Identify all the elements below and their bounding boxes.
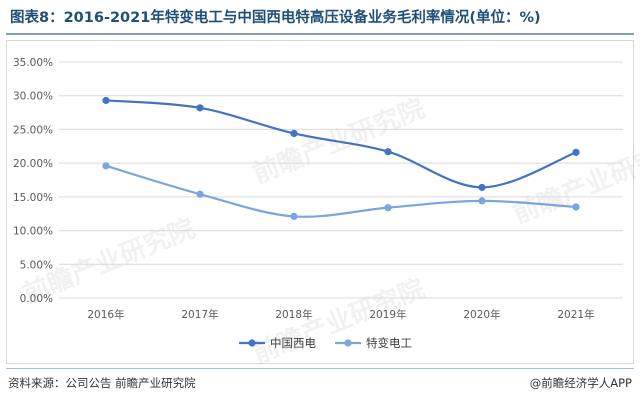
data-point: [196, 190, 204, 198]
data-point: [290, 212, 298, 221]
x-tick-label: 2016年: [87, 308, 124, 321]
x-tick-label: 2021年: [557, 308, 594, 321]
data-point: [196, 104, 204, 112]
data-point: [478, 183, 486, 192]
credit-note: @前瞻经济学人APP: [529, 376, 632, 390]
y-tick-label: 25.00%: [13, 124, 53, 136]
chart-title: 图表8：2016-2021年特变电工与中国西电特高压设备业务毛利率情况(单位：%…: [10, 10, 541, 26]
y-tick-label: 10.00%: [13, 226, 53, 238]
data-point: [478, 197, 486, 205]
line-chart: 0.00% 5.00% 10.00% 15.00% 20.00% 25.00% 30.00%…: [13, 57, 623, 350]
data-point: [572, 203, 580, 211]
x-tick-label: 2017年: [181, 308, 218, 321]
legend-swatch-marker: [248, 339, 256, 347]
data-point: [102, 162, 110, 170]
y-tick-label: 5.00%: [20, 259, 53, 271]
legend-label: 中国西电: [270, 336, 316, 350]
x-tick-label: 2019年: [369, 308, 406, 321]
y-tick-label: 20.00%: [13, 158, 53, 170]
chart-area: 前瞻产业研究院 前瞻产业研究院 前瞻产业研究院 前瞻产业研究院 0.00% 5.0…: [6, 40, 640, 370]
x-tick-label: 2018年: [275, 308, 312, 321]
y-tick-label: 30.00%: [13, 91, 53, 103]
legend-swatch-marker: [344, 339, 352, 347]
x-tick-label: 2020年: [463, 308, 500, 321]
y-tick-label: 0.00%: [20, 293, 53, 305]
title-divider: [6, 33, 634, 35]
series-line-0: [105, 99, 577, 189]
data-point: [384, 148, 392, 156]
data-point: [102, 96, 110, 105]
footer-divider: [6, 368, 634, 369]
series-line-1: [105, 164, 577, 218]
y-tick-label: 35.00%: [13, 57, 53, 69]
legend-label: 特变电工: [366, 336, 412, 350]
data-point: [290, 129, 298, 138]
data-point: [572, 148, 580, 156]
y-tick-label: 15.00%: [13, 192, 53, 204]
data-point: [384, 204, 392, 212]
source-note: 资料来源：公司公告 前瞻产业研究院: [8, 376, 196, 390]
